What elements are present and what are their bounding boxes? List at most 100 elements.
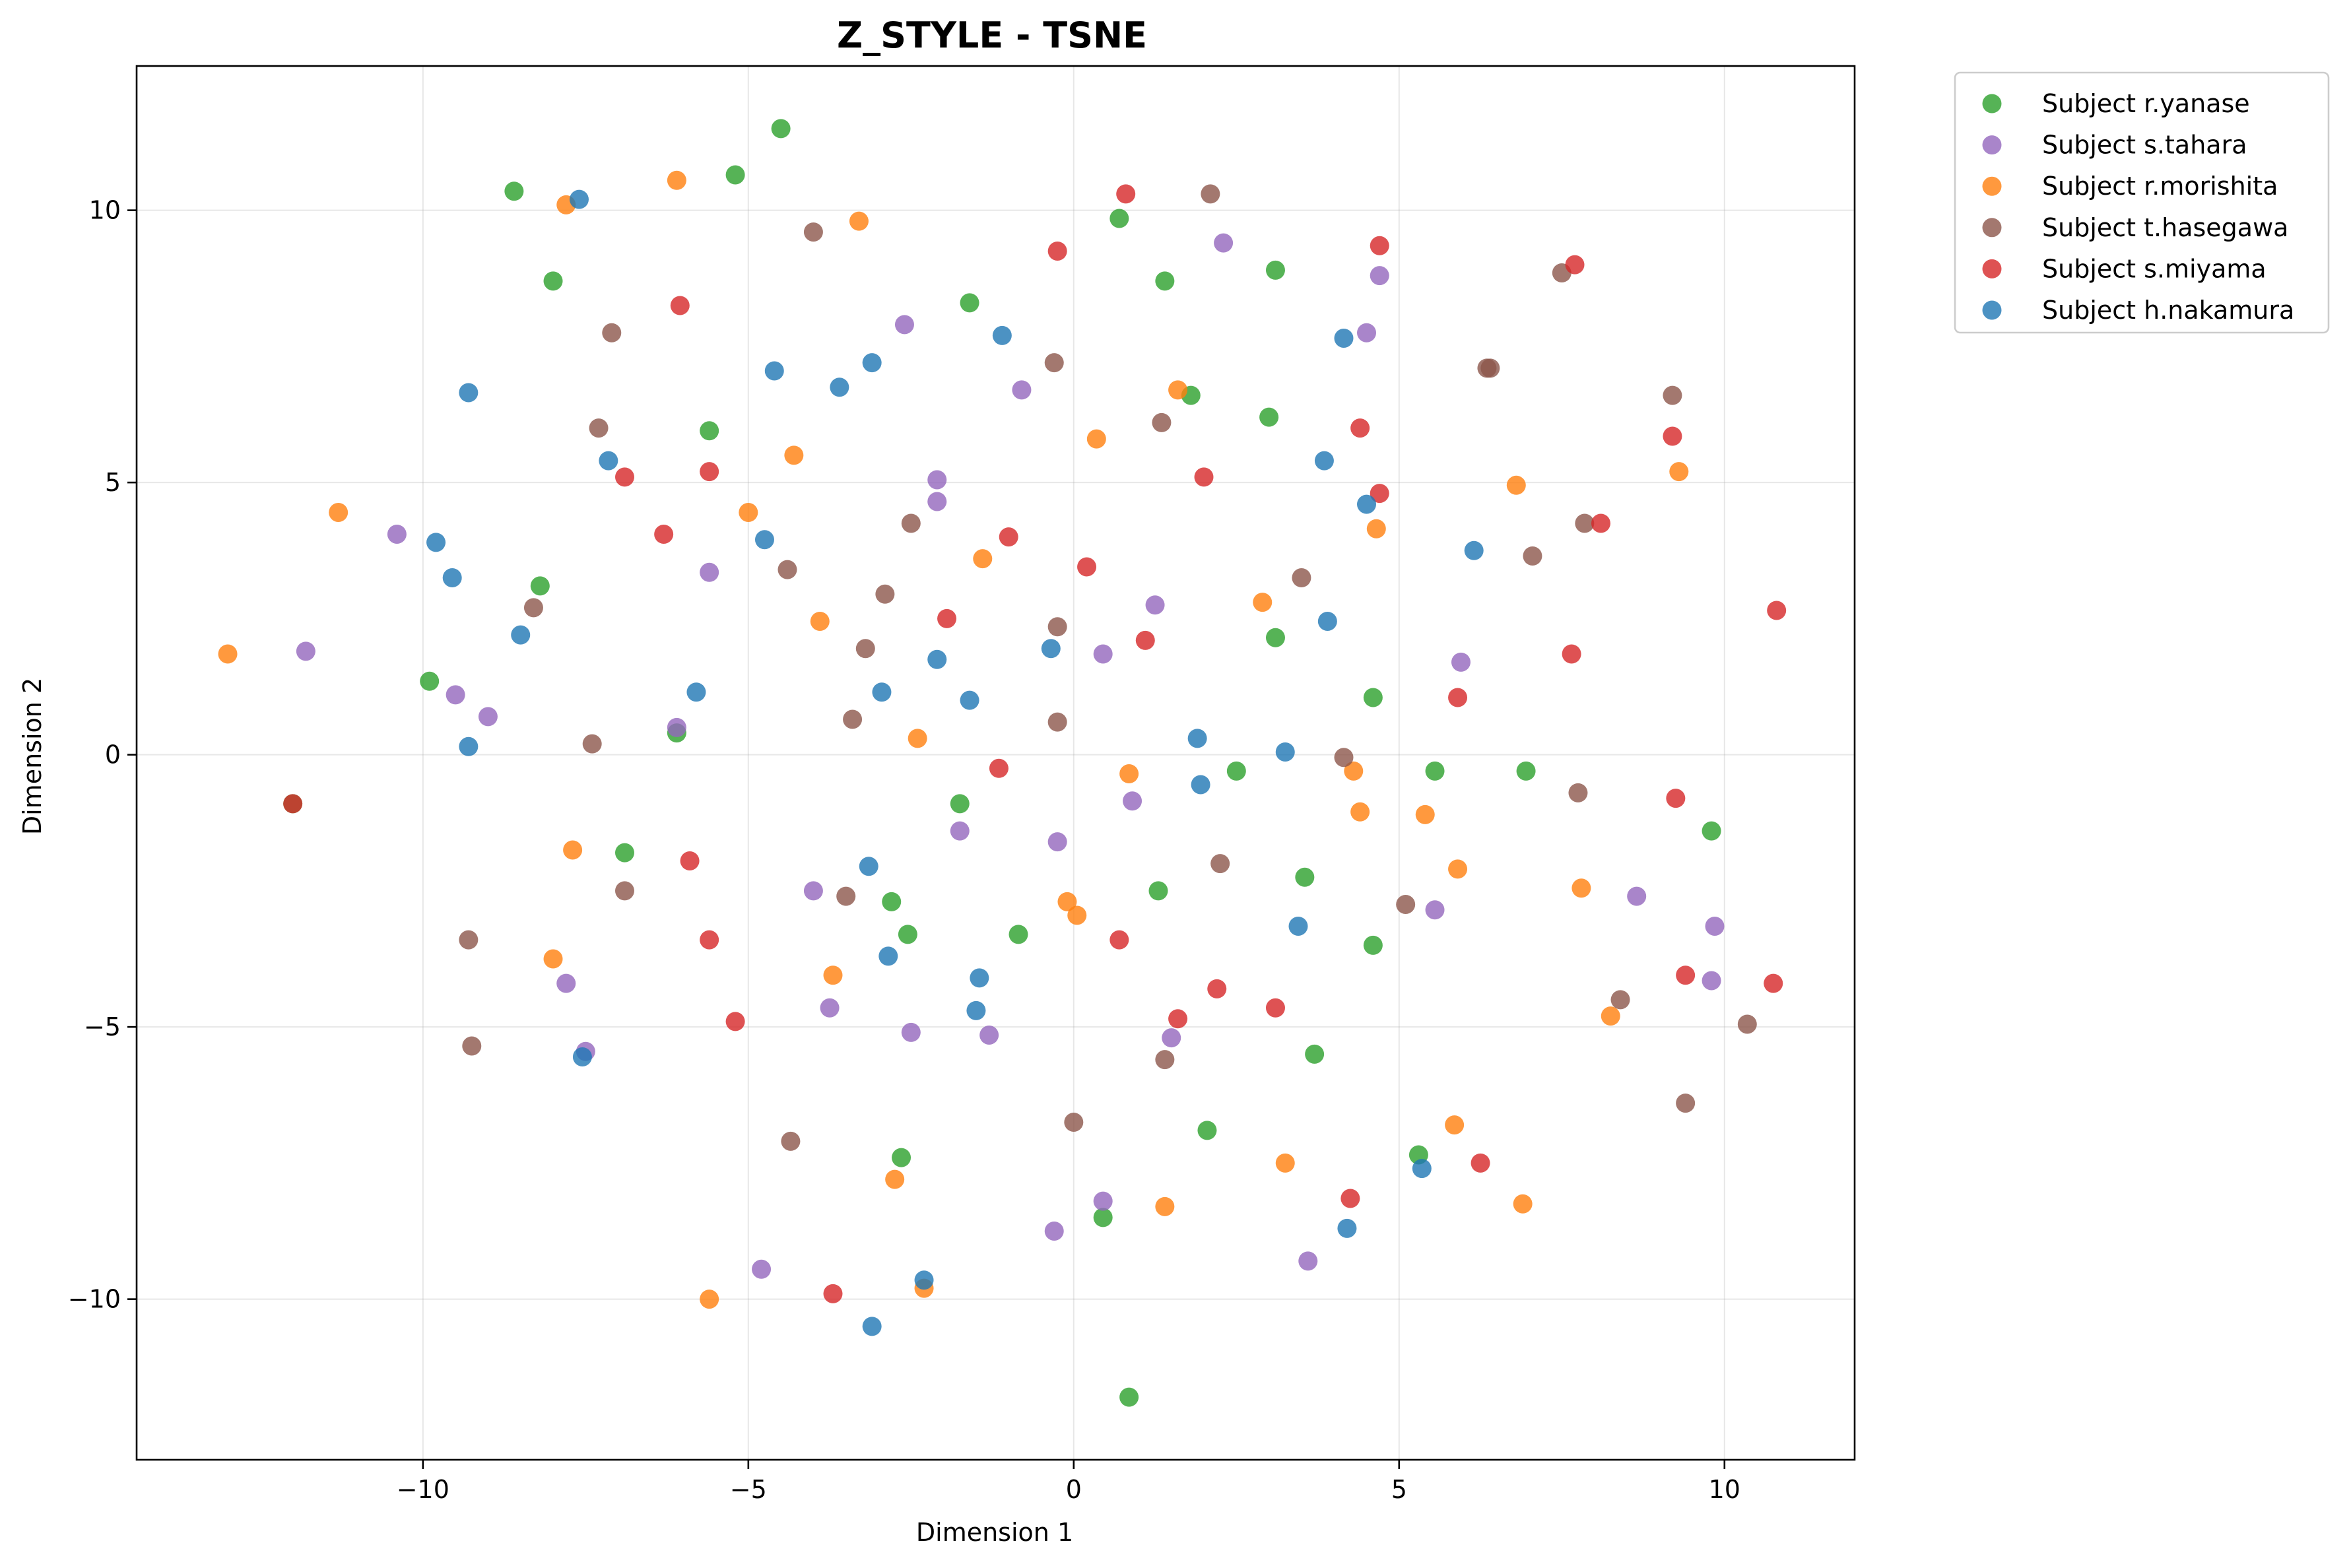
x-axis-label: Dimension 1 [916,1518,1073,1547]
scatter-point [1214,233,1234,253]
scatter-point [1047,832,1067,852]
chart-title: Z_STYLE - TSNE [837,15,1147,56]
scatter-point [1366,519,1386,539]
scatter-point [1737,1014,1757,1034]
scatter-point [1448,859,1468,879]
scatter-point [830,377,849,397]
legend: Subject r.yanase Subject s.tahara Subject … [1954,71,2330,334]
scatter-point [614,881,634,901]
scatter-point [1298,1251,1318,1271]
scatter-point [882,892,902,911]
scatter-point [989,758,1009,778]
scatter-point [442,568,462,587]
scatter-point [614,843,634,863]
scatter-point [462,1036,482,1056]
scatter-point [999,527,1018,547]
scatter-point [582,734,602,754]
scatter-point [859,857,878,876]
scatter-point [725,165,745,185]
scatter-point [927,492,947,511]
scatter-point [1344,761,1364,781]
scatter-point [680,851,700,870]
legend-marker [1982,300,2002,320]
scatter-point [446,685,465,705]
scatter-point [1314,451,1334,471]
scatter-point [1109,209,1129,228]
scatter-point [1226,761,1246,781]
series-subject-h-nakamura [426,189,1484,1336]
legend-frame [1954,71,2330,334]
scatter-point [781,1131,801,1151]
scatter-point [862,1317,882,1336]
legend-label: Subject s.miyama [2042,254,2266,283]
scatter-point [654,525,674,544]
legend-items: Subject r.yanase Subject s.tahara Subject … [1982,89,2294,325]
legend-label: Subject r.yanase [2042,89,2250,118]
legend-marker [1982,135,2002,155]
y-tick-label: 10 [89,196,121,225]
scatter-point [970,968,989,988]
scatter-point [700,1290,719,1309]
scatter-point [810,612,830,631]
scatter-point [820,998,840,1018]
scatter-point [614,467,634,487]
scatter-point [1041,639,1061,659]
x-tick-label: 10 [1709,1475,1740,1504]
scatter-point [1669,462,1689,482]
scatter-point [1152,412,1172,432]
scatter-point [1253,593,1273,612]
y-tick-label: −10 [68,1285,121,1314]
scatter-point [1415,804,1435,824]
scatter-point [1292,568,1311,587]
scatter-point [908,729,927,748]
scatter-point [849,211,869,231]
scatter-point [752,1259,772,1279]
scatter-point [700,462,719,482]
scatter-point [1093,644,1113,664]
scatter-point [1044,353,1064,373]
scatter-point [1093,1191,1113,1211]
scatter-point [725,1012,745,1031]
scatter-point [803,881,823,901]
scatter-point [1009,925,1028,944]
scatter-point [1516,761,1536,781]
scatter-point [803,222,823,242]
scatter-point [1265,628,1285,647]
scatter-point [892,1148,911,1167]
scatter-point [1064,1113,1084,1132]
scatter-point [1168,380,1188,400]
scatter-point [589,418,609,438]
scatter-point [1155,1050,1175,1070]
scatter-point [973,549,993,569]
scatter-point [1464,540,1484,560]
scatter-point [296,641,315,661]
scatter-point [1210,854,1230,874]
scatter-point [823,965,843,985]
scatter-point [700,930,719,950]
scatter-point [901,1022,921,1042]
scatter-point [459,736,479,756]
y-axis-label: Dimension 2 [18,678,47,835]
scatter-point [1601,1006,1620,1026]
scatter-point [387,525,407,544]
scatter-point [754,530,774,550]
scatter-point [1093,1208,1113,1227]
scatter-point [1265,260,1285,280]
x-tick-label: 0 [1066,1475,1082,1504]
scatter-point [563,840,583,860]
series-subject-s-miyama [283,184,1787,1303]
scatter-point [777,560,797,579]
scatter-point [1207,979,1227,998]
scatter-point [1275,742,1295,762]
legend-marker [1982,259,2002,278]
data-points [218,119,1787,1407]
scatter-point [420,671,440,691]
scatter-point [511,625,531,645]
scatter-point [1077,557,1097,577]
scatter-point [1480,358,1500,378]
scatter-point [739,503,758,522]
scatter-point [1197,1121,1217,1140]
scatter-point [1334,329,1354,348]
